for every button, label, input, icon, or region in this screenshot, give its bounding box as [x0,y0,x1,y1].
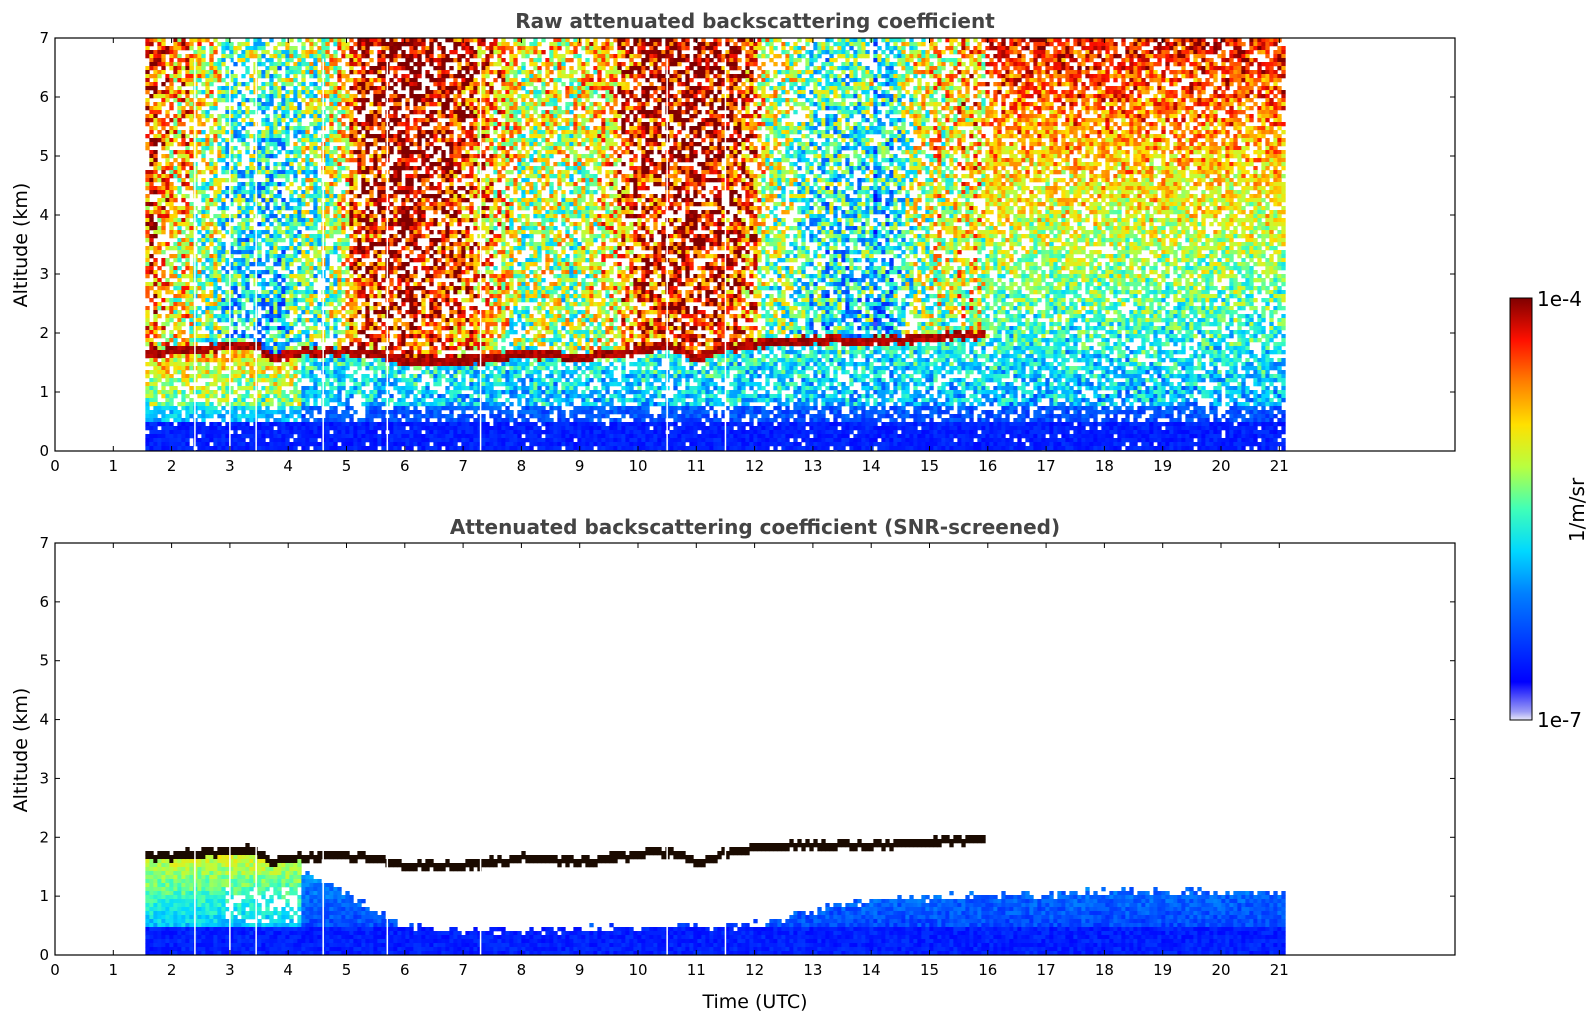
chart-title: Attenuated backscattering coefficient (S… [450,515,1060,539]
x-tick-label: 6 [400,961,410,979]
y-tick-label: 4 [39,711,49,729]
x-tick-label: 18 [1095,961,1114,979]
x-tick-label: 8 [517,457,527,475]
colorbar-max-label: 1e-4 [1537,287,1582,311]
x-tick-label: 8 [517,961,527,979]
x-tick-label: 17 [1037,961,1056,979]
x-tick-label: 13 [803,961,822,979]
y-tick-label: 4 [39,206,49,224]
heatmap-screened [145,563,1286,955]
panel-raw: Raw attenuated backscattering coefficien… [10,9,1456,475]
panel-screened: Attenuated backscattering coefficient (S… [10,515,1456,1013]
x-tick-label: 6 [400,457,410,475]
y-tick-label: 6 [39,88,49,106]
x-tick-label: 0 [50,457,60,475]
x-tick-label: 2 [167,457,177,475]
y-tick-label: 1 [39,887,49,905]
x-tick-label: 9 [575,961,585,979]
x-tick-label: 0 [50,961,60,979]
x-tick-label: 9 [575,457,585,475]
colorbar-gradient [1509,297,1533,721]
x-tick-label: 3 [225,961,235,979]
colorbar: 1e-4 1e-7 1/m/sr [1509,287,1589,732]
x-tick-label: 16 [978,961,997,979]
y-tick-label: 0 [39,946,49,964]
x-tick-label: 19 [1153,961,1172,979]
x-tick-label: 11 [687,457,706,475]
x-tick-label: 17 [1037,457,1056,475]
x-tick-label: 14 [862,457,881,475]
axis-ticks: 0 1 2 3 4 5 6 7 8 9 10 11 12 13 14 15 16 17 18 19 20 21012345… [39,534,1455,979]
x-tick-label: 10 [628,457,647,475]
chart-title: Raw attenuated backscattering coefficien… [515,9,995,33]
x-tick-label: 20 [1211,457,1230,475]
axis-ticks: 0 1 2 3 4 5 6 7 8 9 10 11 12 13 14 15 16 17 18 19 20 21012345… [39,29,1455,475]
y-tick-label: 1 [39,383,49,401]
y-tick-label: 7 [39,534,49,552]
y-tick-label: 5 [39,147,49,165]
y-tick-label: 3 [39,265,49,283]
x-tick-label: 4 [283,961,293,979]
x-tick-label: 7 [458,457,468,475]
x-tick-label: 12 [745,961,764,979]
x-tick-label: 3 [225,457,235,475]
y-tick-label: 0 [39,442,49,460]
x-tick-label: 5 [342,961,352,979]
y-tick-label: 2 [39,828,49,846]
x-tick-label: 12 [745,457,764,475]
x-tick-label: 21 [1270,457,1289,475]
x-tick-label: 21 [1270,961,1289,979]
y-tick-label: 3 [39,769,49,787]
x-tick-label: 1 [109,457,119,475]
y-tick-label: 2 [39,324,49,342]
x-tick-label: 2 [167,961,177,979]
x-tick-label: 14 [862,961,881,979]
heatmap-raw [145,38,1286,451]
x-axis-label: Time (UTC) [701,991,807,1013]
x-tick-label: 10 [628,961,647,979]
x-tick-label: 16 [978,457,997,475]
x-tick-label: 15 [920,961,939,979]
x-tick-label: 15 [920,457,939,475]
x-tick-label: 11 [687,961,706,979]
y-tick-label: 6 [39,593,49,611]
y-tick-label: 7 [39,29,49,47]
x-tick-label: 5 [342,457,352,475]
colorbar-unit-label: 1/m/sr [1565,477,1589,542]
colorbar-min-label: 1e-7 [1537,708,1582,732]
x-tick-label: 20 [1211,961,1230,979]
y-tick-label: 5 [39,652,49,670]
x-tick-label: 19 [1153,457,1172,475]
x-tick-label: 4 [283,457,293,475]
x-tick-label: 7 [458,961,468,979]
y-axis-label: Altitude (km) [10,183,32,308]
y-axis-label: Altitude (km) [10,688,32,813]
x-tick-label: 1 [109,961,119,979]
x-tick-label: 18 [1095,457,1114,475]
x-tick-label: 13 [803,457,822,475]
